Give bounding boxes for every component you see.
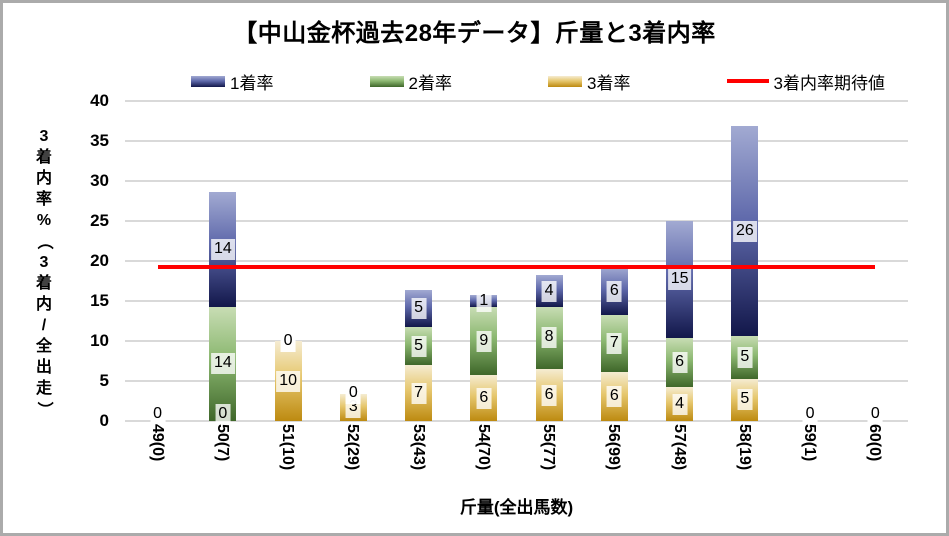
data-label-rate-3rd: 7: [411, 382, 427, 404]
y-tick-label: 30: [90, 171, 109, 190]
y-tick-label: 20: [90, 251, 109, 270]
legend-label-rate-1st: 1着率: [230, 73, 274, 93]
grid-line: [125, 180, 908, 182]
grid-line: [125, 380, 908, 382]
y-tick-label: 15: [90, 291, 109, 310]
legend-swatch-rate-2nd: [369, 75, 404, 87]
legend-swatch-rate-1st: [191, 75, 225, 87]
data-label-rate-1st: 14: [210, 238, 235, 260]
y-tick-label: 25: [90, 211, 109, 230]
data-label-rate-3rd: 6: [476, 387, 492, 409]
x-tick-label: 49(0): [148, 424, 166, 462]
y-axis-title-char: 3: [39, 254, 49, 271]
x-tick-label: 53(43): [409, 424, 427, 471]
data-label-rate-2nd: 9: [476, 330, 492, 352]
data-label-rate-2nd: 8: [541, 327, 557, 349]
data-label-rate-1st: 1: [476, 290, 492, 312]
x-tick-label: 57(48): [670, 424, 688, 471]
legend-label-expected-line: 3着内率期待値: [773, 73, 885, 93]
data-label-rate-3rd: 0: [215, 403, 231, 425]
data-label-rate-1st: 15: [667, 268, 692, 290]
data-label-rate-3rd: 5: [737, 389, 753, 411]
data-label-rate-2nd: 14: [210, 353, 235, 375]
y-axis-title-char: 走: [35, 380, 52, 397]
x-tick-label: 55(77): [540, 424, 558, 471]
data-label-rate-2nd: 5: [411, 335, 427, 357]
y-tick-label: 5: [99, 371, 109, 390]
x-tick-label: 50(7): [213, 424, 231, 462]
x-tick-label: 51(10): [279, 424, 297, 471]
chart-legend: 1着率 2着率 3着率 3着内率期待値: [191, 69, 885, 93]
data-label-rate-1st: 0: [802, 403, 818, 425]
x-tick-label: 54(70): [474, 424, 492, 471]
data-label-rate-2nd: 5: [737, 346, 753, 368]
x-tick-label: 58(19): [735, 424, 753, 471]
data-label-rate-1st: 0: [280, 330, 296, 352]
grid-line: [125, 300, 908, 302]
legend-item-rate-1st: 1着率: [191, 69, 273, 94]
grid-line: [125, 340, 908, 342]
plot-area: 00049(0)0141450(7)100051(10)30052(29)755…: [125, 100, 908, 470]
data-label-rate-1st: 4: [541, 280, 557, 302]
y-tick-label: 0: [99, 411, 109, 430]
grid-line: [125, 100, 908, 102]
grid-line: [125, 260, 908, 262]
data-label-rate-2nd: 6: [672, 352, 688, 374]
data-label-rate-3rd: 4: [672, 393, 688, 415]
y-axis-title-char: 出: [35, 359, 52, 376]
data-label-rate-1st: 0: [345, 383, 361, 405]
x-tick-label: 60(0): [866, 424, 884, 462]
chart-title: 【中山金杯過去28年データ】斤量と3着内率: [233, 20, 716, 47]
y-axis-title-char: 内: [35, 170, 52, 187]
legend-swatch-rate-3rd: [548, 75, 582, 87]
data-label-rate-1st: 0: [867, 403, 883, 425]
legend-item-rate-3rd: 3着率: [548, 69, 630, 94]
x-axis-title: 斤量(全出馬数): [459, 498, 574, 517]
data-label-rate-1st: 26: [732, 220, 757, 242]
y-axis-title: 3 着内率% （3 着内 / 全出走）: [29, 126, 59, 420]
legend-label-rate-3rd: 3着率: [587, 73, 631, 93]
legend-label-rate-2nd: 2着率: [408, 73, 452, 93]
data-label-rate-1st: 5: [411, 298, 427, 320]
y-axis-title-char: 内: [35, 296, 52, 313]
expected-value-line: [157, 264, 876, 269]
grid-line: [125, 220, 908, 222]
y-axis-title-char: ）: [35, 401, 53, 418]
y-tick-label: 35: [90, 131, 109, 150]
y-axis-title-char: 3: [39, 128, 49, 145]
grid-line: [125, 140, 908, 142]
y-axis-title-char: 全: [35, 338, 52, 355]
y-tick-label: 10: [90, 331, 109, 350]
legend-swatch-expected-line: [726, 79, 769, 83]
data-label-rate-1st: 0: [150, 403, 166, 425]
y-axis-title-char: /: [41, 317, 47, 334]
x-tick-label: 56(99): [605, 424, 623, 471]
legend-item-rate-2nd: 2着率: [369, 69, 452, 94]
grid-line: [125, 420, 908, 422]
y-tick-label: 40: [90, 91, 109, 110]
data-label-rate-1st: 6: [606, 280, 622, 302]
data-label-rate-3rd: 6: [541, 384, 557, 406]
legend-item-expected-line: 3着内率期待値: [726, 69, 885, 94]
y-axis-title-char: %: [36, 212, 52, 229]
y-axis-title-char: （: [35, 233, 53, 250]
x-tick-label: 52(29): [344, 424, 362, 471]
y-axis-title-char: 率: [35, 191, 52, 208]
x-tick-label: 59(1): [801, 424, 819, 462]
data-label-rate-2nd: 7: [606, 333, 622, 355]
y-axis-title-char: 着: [35, 149, 52, 166]
data-label-rate-3rd: 6: [606, 386, 622, 408]
data-label-rate-3rd: 10: [276, 370, 301, 392]
y-axis-title-char: 着: [35, 275, 52, 292]
